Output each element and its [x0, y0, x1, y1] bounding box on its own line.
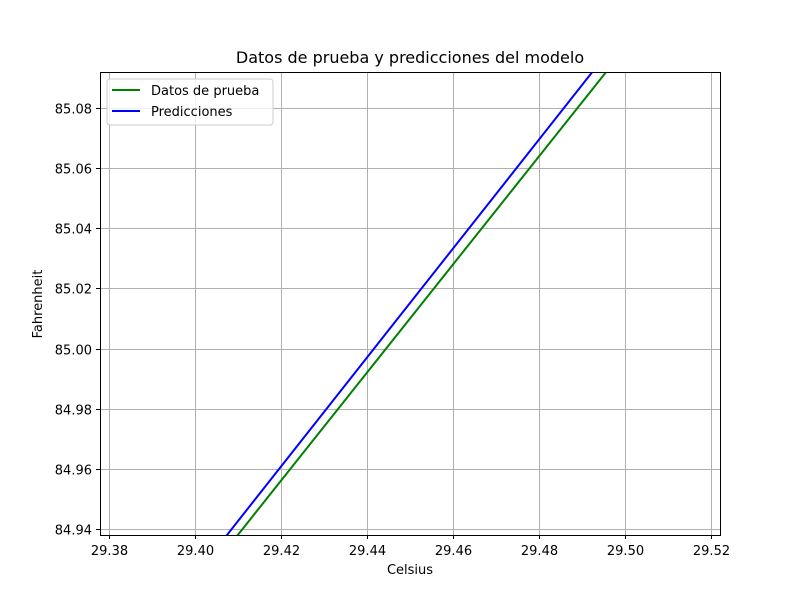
- y-tick-label: 85.08: [55, 103, 92, 118]
- y-tick-label: 85.00: [55, 344, 92, 359]
- y-tick-label: 84.96: [55, 464, 92, 479]
- x-tick-label: 29.50: [607, 544, 644, 559]
- x-tick-label: 29.52: [693, 544, 730, 559]
- x-tick-label: 29.48: [521, 544, 558, 559]
- legend-box: [106, 78, 274, 126]
- x-tick-label: 29.40: [177, 544, 214, 559]
- x-gridlines: [109, 72, 712, 535]
- x-tick-label: 29.44: [349, 544, 386, 559]
- y-axis-ticks: 84.94 84.96 84.98 85.00 85.02 85.04 85.06 85.08: [55, 103, 100, 539]
- x-tick-label: 29.46: [435, 544, 472, 559]
- x-axis-ticks: 29.38 29.40 29.42 29.44 29.46 29.48 29.50 29.52: [91, 535, 730, 559]
- y-tick-label: 85.06: [55, 163, 92, 178]
- x-tick-label: 29.38: [91, 544, 128, 559]
- plot-frame: [100, 72, 721, 536]
- y-tick-label: 84.94: [55, 524, 92, 539]
- series-line-0: [236, 72, 608, 535]
- y-tick-label: 85.02: [55, 283, 92, 298]
- x-axis-label: Celsius: [387, 563, 433, 578]
- legend: Datos de prueba Predicciones: [106, 78, 274, 126]
- y-axis-label: Fahrenheit: [31, 270, 46, 339]
- y-tick-label: 84.98: [55, 404, 92, 419]
- series-layer: [225, 72, 608, 535]
- chart-title: Datos de prueba y predicciones del model…: [236, 48, 584, 67]
- x-tick-label: 29.42: [263, 544, 300, 559]
- legend-label-datos: Datos de prueba: [151, 84, 259, 99]
- y-tick-label: 85.04: [55, 223, 92, 238]
- series-line-1: [225, 72, 594, 535]
- legend-label-predicciones: Predicciones: [151, 105, 233, 120]
